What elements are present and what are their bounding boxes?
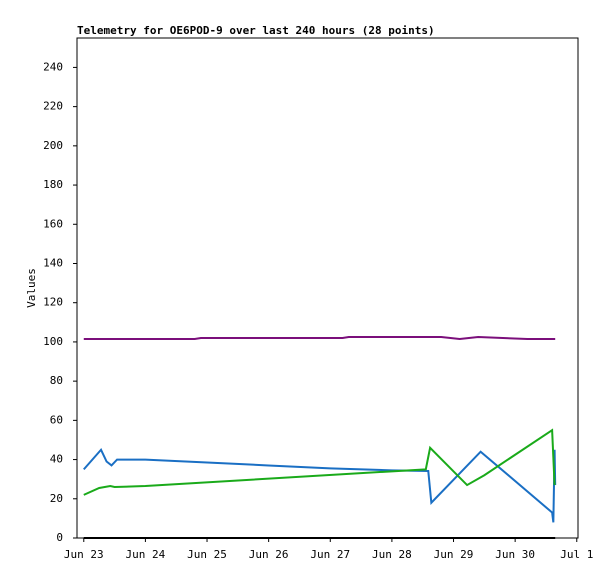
y-tick-label: 180 bbox=[43, 178, 63, 191]
series-line bbox=[83, 447, 557, 523]
y-tick-label: 40 bbox=[50, 453, 63, 466]
series-line bbox=[83, 336, 556, 340]
x-tick-label: Jun 25 bbox=[187, 548, 227, 561]
y-tick-label: 0 bbox=[56, 531, 63, 544]
chart-title: Telemetry for OE6POD-9 over last 240 hou… bbox=[77, 24, 435, 37]
y-tick-label: 80 bbox=[50, 374, 63, 387]
x-tick-label: Jun 26 bbox=[249, 548, 289, 561]
x-tick-label: Jun 23 bbox=[64, 548, 104, 561]
y-tick-label: 140 bbox=[43, 256, 63, 269]
x-tick-label: Jun 27 bbox=[310, 548, 350, 561]
y-tick-label: 200 bbox=[43, 139, 63, 152]
y-tick-label: 60 bbox=[50, 413, 63, 426]
y-tick-label: 20 bbox=[50, 492, 63, 505]
x-tick-label: Jun 24 bbox=[126, 548, 166, 561]
y-tick-label: 160 bbox=[43, 217, 63, 230]
y-tick-label: 220 bbox=[43, 100, 63, 113]
y-tick-label: 120 bbox=[43, 296, 63, 309]
x-tick-label: Jun 30 bbox=[495, 548, 535, 561]
x-tick-label: Jul 1 bbox=[560, 548, 593, 561]
y-tick-label: 100 bbox=[43, 335, 63, 348]
y-tick-label: 240 bbox=[43, 60, 63, 73]
y-axis-label: Values bbox=[25, 268, 38, 308]
x-tick-label: Jun 29 bbox=[434, 548, 474, 561]
series-line bbox=[83, 428, 556, 496]
x-tick-label: Jun 28 bbox=[372, 548, 412, 561]
